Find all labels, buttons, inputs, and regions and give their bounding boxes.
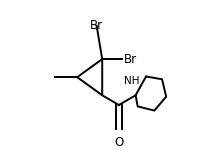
- Text: Br: Br: [90, 19, 103, 32]
- Text: Br: Br: [124, 53, 137, 66]
- Text: NH: NH: [124, 76, 140, 86]
- Text: O: O: [114, 136, 123, 149]
